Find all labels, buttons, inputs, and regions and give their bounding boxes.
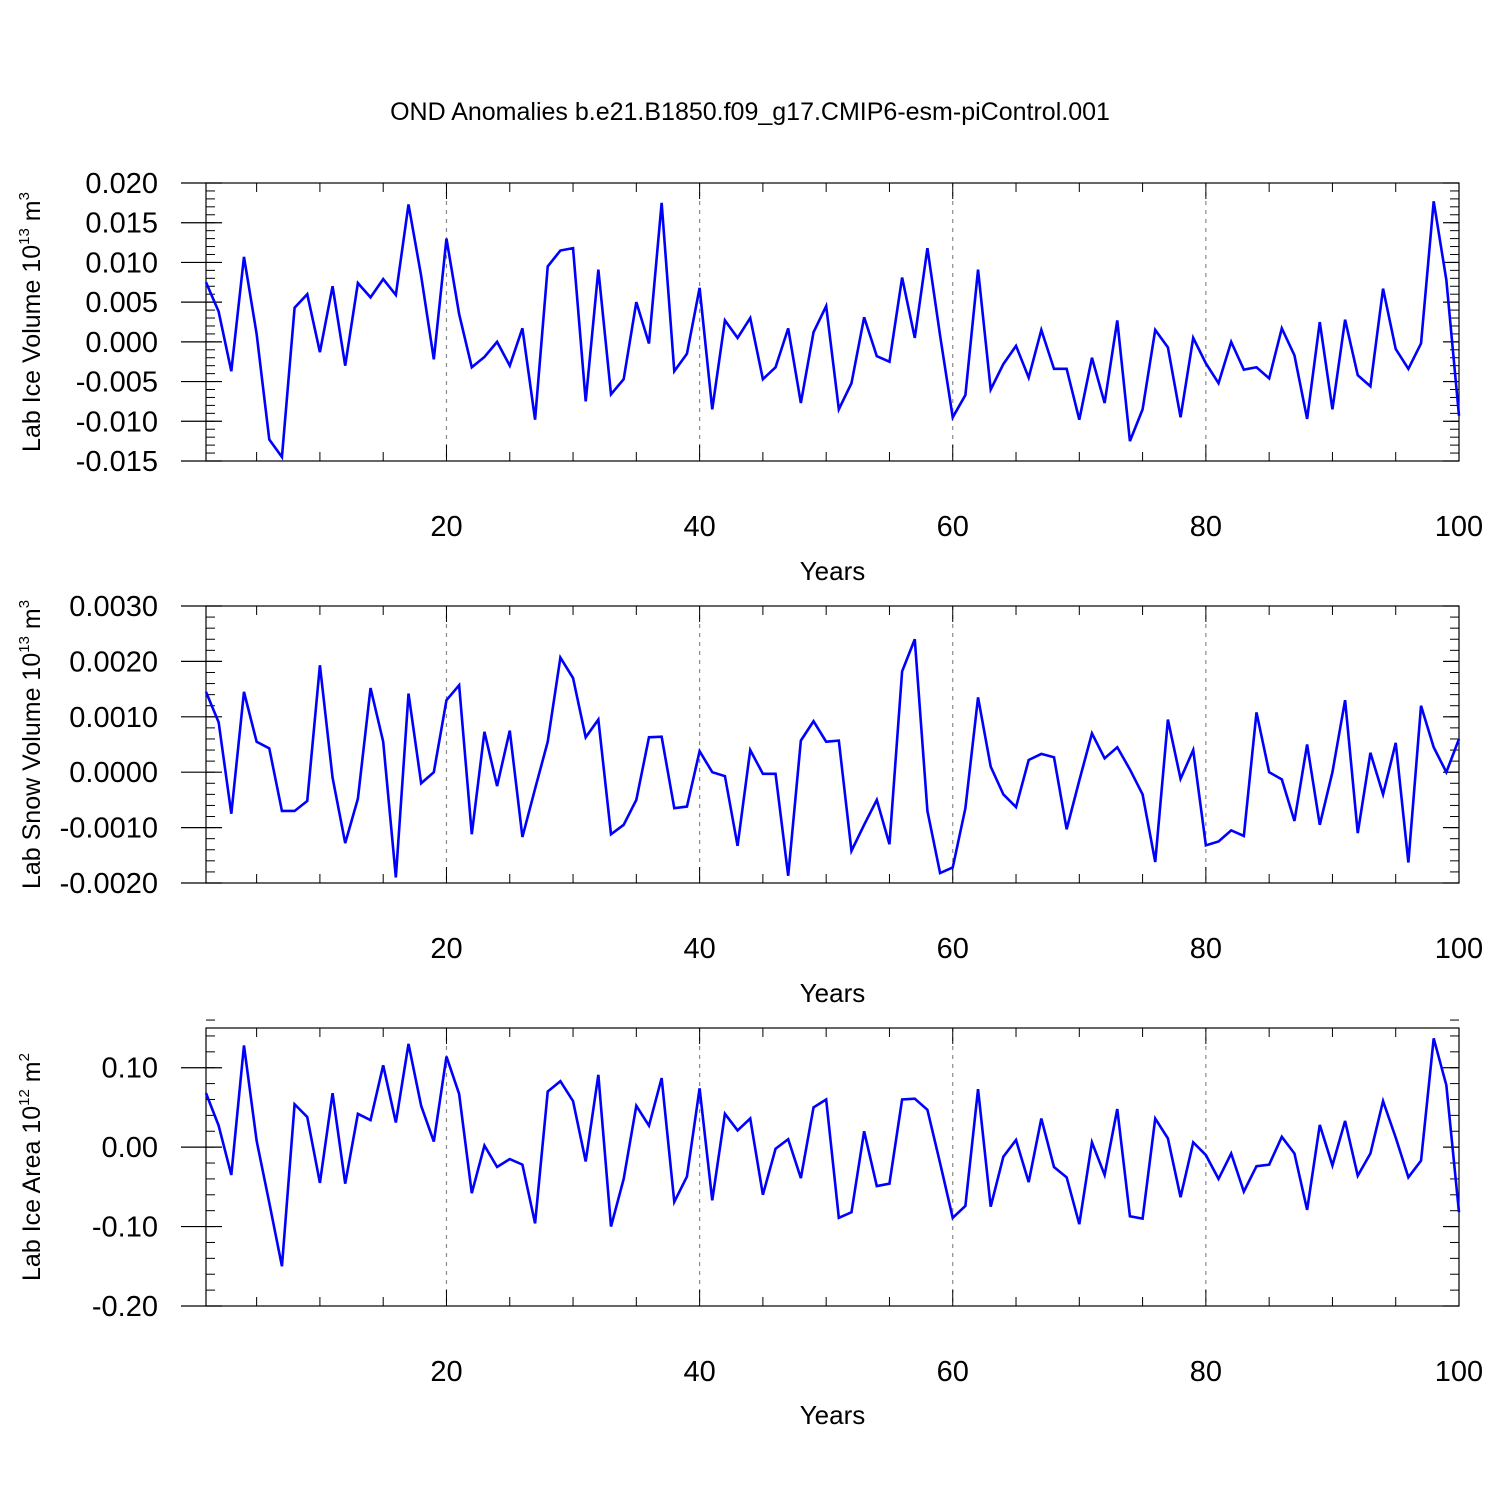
y-tick-label: 0.000 (85, 327, 158, 359)
y-axis-label-exp: 13 (16, 228, 33, 245)
x-tick-label: 80 (1190, 511, 1222, 543)
y-tick-label: 0.0030 (69, 591, 158, 623)
y-axis-label: Lab Snow Volume 1013 m3 (16, 600, 46, 889)
x-axis-label: Years (800, 1400, 866, 1430)
series-line (204, 1037, 1461, 1267)
y-axis-label-exp: 12 (16, 1089, 33, 1106)
x-tick-label: 100 (1435, 933, 1483, 965)
y-axis-label-text: Lab Snow Volume 10 (18, 653, 46, 889)
x-tick-label: 60 (937, 933, 969, 965)
plot-frame (205, 605, 1460, 884)
y-tick-label: -0.010 (76, 406, 158, 438)
x-tick-label: 40 (683, 511, 715, 543)
x-tick-label: 40 (683, 1356, 715, 1388)
y-tick-label: -0.20 (92, 1291, 158, 1323)
x-tick-label: 40 (683, 933, 715, 965)
y-tick-label: -0.015 (76, 446, 158, 478)
y-axis-label-unit-exp: 3 (16, 600, 33, 608)
y-axis-label-text: Lab Ice Volume 10 (18, 245, 46, 452)
y-tick-label: 0.00 (102, 1132, 158, 1164)
y-tick-label: -0.10 (92, 1212, 158, 1244)
y-axis-label-unit: m (18, 200, 46, 228)
figure-title: OND Anomalies b.e21.B1850.f09_g17.CMIP6-… (390, 98, 1110, 126)
y-tick-label: 0.0000 (69, 757, 158, 789)
x-axis-label: Years (800, 556, 866, 586)
plot-frame (205, 1027, 1460, 1307)
x-tick-label: 60 (937, 511, 969, 543)
x-axis-label: Years (800, 978, 866, 1008)
y-axis-label-unit-exp: 2 (16, 1053, 33, 1061)
y-tick-label: 0.015 (85, 208, 158, 240)
plot-frame (205, 182, 1460, 462)
panel-lab-ice-volume: -0.015 -0.010 -0.005 0.000 0.005 0.010 0.015 0.… (16, 168, 1483, 586)
y-axis-label-text: Lab Ice Area 10 (18, 1106, 46, 1281)
y-tick-label: -0.0010 (60, 813, 158, 845)
x-tick-label: 20 (430, 933, 462, 965)
y-axis-label: Lab Ice Volume 1013 m3 (16, 192, 46, 452)
y-axis-label-unit: m (18, 1061, 46, 1089)
series-line (204, 201, 1461, 461)
y-tick-label: -0.0020 (60, 868, 158, 900)
y-tick-label: 0.020 (85, 168, 158, 200)
x-tick-label: 100 (1435, 511, 1483, 543)
y-axis-label-unit: m (18, 608, 46, 636)
y-tick-label: -0.005 (76, 367, 158, 399)
y-axis-label-unit-exp: 3 (16, 192, 33, 200)
y-tick-label: 0.010 (85, 247, 158, 279)
panel-lab-ice-area: -0.20 -0.10 0.00 0.10 20 40 60 80 100 Years Lab Ic… (16, 1019, 1483, 1430)
y-tick-label: 0.005 (85, 287, 158, 319)
y-axis-label: Lab Ice Area 1012 m2 (16, 1053, 46, 1281)
x-tick-label: 80 (1190, 933, 1222, 965)
series-line (204, 638, 1461, 878)
y-tick-label: 0.0020 (69, 646, 158, 678)
y-tick-label: 0.10 (102, 1053, 158, 1085)
y-tick-label: 0.0010 (69, 702, 158, 734)
x-tick-label: 60 (937, 1356, 969, 1388)
y-axis-label-exp: 13 (16, 636, 33, 653)
x-tick-label: 80 (1190, 1356, 1222, 1388)
panel-lab-snow-volume: -0.0020 -0.0010 0.0000 0.0010 0.0020 0.0030 20… (16, 591, 1483, 1008)
x-tick-label: 100 (1435, 1356, 1483, 1388)
x-tick-label: 20 (430, 511, 462, 543)
x-tick-label: 20 (430, 1356, 462, 1388)
